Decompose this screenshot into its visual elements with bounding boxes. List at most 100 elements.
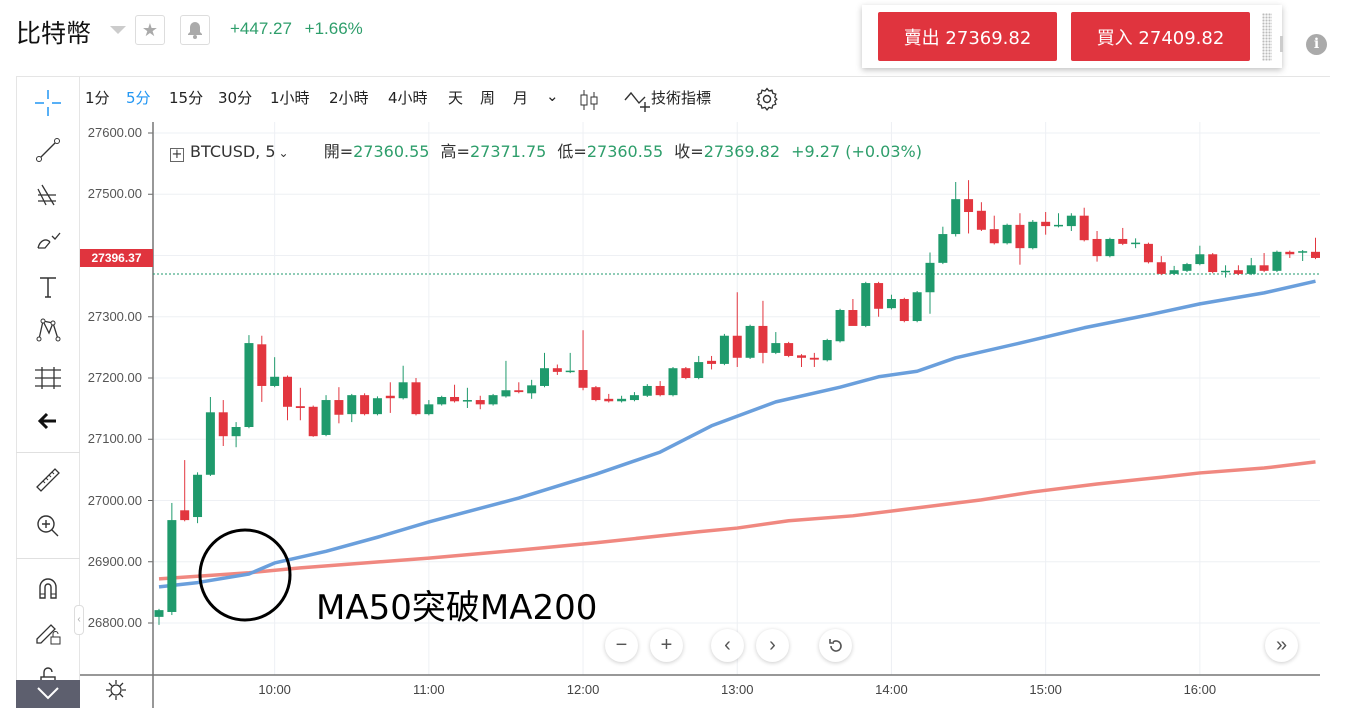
price-change: +447.27 +1.66% (230, 19, 363, 39)
candle-body (809, 357, 819, 360)
prediction-tool-icon[interactable] (32, 362, 64, 394)
candle-body (321, 400, 331, 435)
drag-handle[interactable] (1262, 13, 1272, 61)
change-value: +9.27 (+0.03%) (791, 142, 922, 161)
interval-5m[interactable]: 5分 (126, 89, 151, 107)
symbol-dropdown-caret-icon[interactable] (110, 26, 126, 34)
pattern-tool-icon[interactable] (32, 314, 64, 346)
text-tool-icon[interactable] (32, 271, 64, 303)
alert-button[interactable] (180, 15, 210, 45)
candle-body (552, 368, 562, 372)
interval-week[interactable]: 周 (480, 89, 496, 107)
interval-15m[interactable]: 15分 (169, 89, 204, 107)
interval-2h[interactable]: 2小時 (329, 89, 369, 107)
candle-body (167, 520, 177, 612)
candle-body (1015, 224, 1025, 249)
y-tick-label: 26900.00 (87, 553, 142, 569)
ruler-icon[interactable] (32, 464, 64, 496)
lock-drawing-icon[interactable] (32, 616, 64, 648)
zoom-in-icon[interactable] (32, 510, 64, 542)
candle-body (578, 370, 588, 388)
scroll-to-realtime-button[interactable]: » (1265, 629, 1298, 662)
candle-body (308, 406, 318, 437)
chart-settings-icon[interactable] (105, 679, 127, 706)
buy-button[interactable]: 買入 27409.82 (1071, 12, 1250, 61)
candle-body (938, 234, 948, 263)
candle-body (398, 382, 408, 399)
zoom-in-button[interactable]: + (650, 629, 683, 662)
settings-gear-icon[interactable] (755, 87, 779, 115)
more-intervals-chevron-icon[interactable]: ⌄ (546, 87, 559, 105)
candle-body (205, 412, 215, 475)
collapse-toolbar-handle[interactable]: ‹ (74, 605, 84, 635)
candle-body (989, 229, 999, 244)
interval-day[interactable]: 天 (448, 89, 464, 107)
candle-body (1195, 254, 1205, 265)
legend-symbol[interactable]: BTCUSD, 5 (190, 142, 276, 161)
symbol-title: 比特幣 (16, 19, 92, 48)
indicators-button[interactable]: 技術指標 (651, 89, 712, 107)
brush-icon[interactable] (32, 224, 64, 256)
candle-body (886, 298, 896, 309)
y-tick-label: 27300.00 (87, 308, 142, 324)
indicators-icon[interactable] (623, 88, 651, 116)
candle-body (385, 395, 395, 399)
fib-tool-icon[interactable] (32, 179, 64, 211)
candle-body (334, 400, 344, 415)
reset-chart-button[interactable] (819, 629, 852, 662)
x-tick-label: 10:00 (258, 682, 291, 697)
zoom-out-button[interactable]: − (605, 629, 638, 662)
candle-body (154, 610, 164, 617)
interval-4h[interactable]: 4小時 (388, 89, 428, 107)
sell-button[interactable]: 賣出 27369.82 (878, 12, 1057, 61)
toolbar-expand-button[interactable] (16, 680, 80, 708)
y-tick-label: 27000.00 (87, 492, 142, 508)
crossover-annotation: MA50突破MA200 (316, 588, 598, 628)
reset-icon (828, 638, 842, 652)
candle-body (1182, 264, 1192, 271)
x-tick-label: 14:00 (875, 682, 908, 697)
candle-body (1041, 221, 1051, 227)
candle-body (1285, 251, 1295, 255)
candle-body (1169, 270, 1179, 274)
candle-body (591, 387, 601, 401)
candle-body (437, 396, 447, 405)
candle-body (1118, 238, 1128, 244)
candle-body (951, 199, 961, 235)
low-label: 低= (557, 142, 587, 161)
candle-body (784, 343, 794, 356)
back-arrow-icon[interactable] (32, 405, 64, 437)
candle-body (540, 368, 549, 386)
candle-body (450, 396, 460, 402)
candle-body (180, 510, 190, 521)
favorite-button[interactable]: ★ (135, 15, 165, 45)
candle-body (848, 310, 858, 326)
scroll-left-button[interactable]: ‹ (711, 629, 744, 662)
open-value: 27360.55 (353, 142, 430, 161)
x-tick-label: 13:00 (720, 682, 754, 697)
y-tick-label: 27500.00 (87, 186, 142, 202)
trend-line-icon[interactable] (32, 134, 64, 166)
interval-month[interactable]: 月 (513, 89, 529, 107)
candle-body (1221, 270, 1231, 273)
crosshair-icon[interactable] (32, 87, 64, 119)
candle-body (565, 370, 575, 373)
close-value: 27369.82 (703, 142, 781, 161)
ohlc-legend: + BTCUSD, 5 ⌄ 開=27360.55 高=27371.75 低=2736… (170, 138, 922, 162)
candle-body (295, 406, 305, 409)
candle-style-icon[interactable] (578, 88, 600, 116)
chevron-down-icon (37, 687, 59, 700)
chevron-down-icon[interactable]: ⌄ (278, 146, 289, 160)
annotation-circle (198, 528, 292, 622)
interval-30m[interactable]: 30分 (218, 89, 253, 107)
legend-expand-icon[interactable]: + (170, 147, 184, 162)
magnet-icon[interactable] (32, 572, 64, 604)
candle-body (629, 395, 639, 401)
candle-body (604, 398, 614, 402)
info-icon[interactable]: i (1306, 34, 1327, 55)
interval-1m[interactable]: 1分 (85, 89, 110, 107)
interval-1h[interactable]: 1小時 (270, 89, 310, 107)
bell-icon (188, 22, 202, 39)
scroll-right-button[interactable]: › (756, 629, 789, 662)
